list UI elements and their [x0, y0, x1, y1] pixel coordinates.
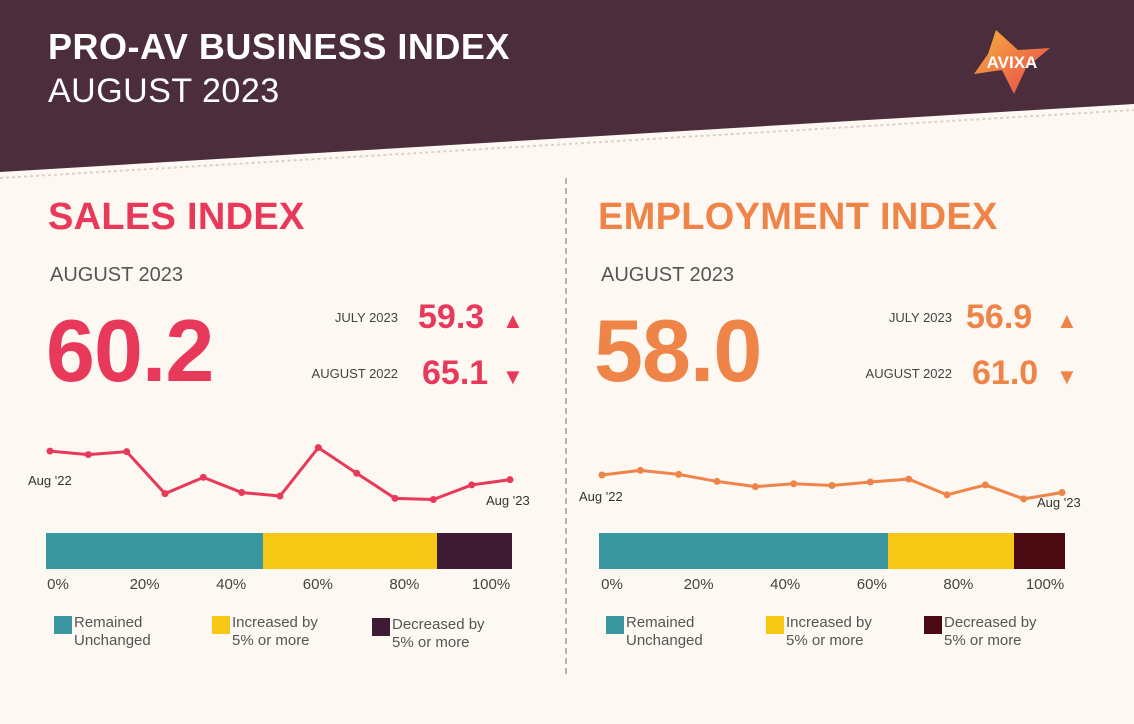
axis-tick-label: 80% — [943, 576, 974, 593]
sales-value: 60.2 — [46, 301, 214, 400]
employment-cmp1-label: JULY 2023 — [888, 310, 952, 325]
sales-cmp1-value: 59.3 — [418, 298, 485, 336]
legend-label: Remained Unchanged — [74, 614, 151, 649]
sales-title: SALES INDEX — [48, 196, 305, 238]
legend-swatch — [766, 616, 784, 634]
down-arrow-icon: ▼ — [1056, 364, 1078, 389]
sparkline-point — [429, 496, 437, 503]
sparkline-point — [636, 466, 644, 474]
axis-tick-label: 0% — [47, 576, 69, 593]
sparkline-point — [238, 489, 246, 496]
legend-increased: Increased by 5% or more — [766, 614, 896, 650]
employment-spark-end-label: Aug '23 — [1037, 495, 1081, 510]
sparkline-point — [713, 477, 721, 485]
sparkline-point — [46, 447, 54, 455]
employment-period: AUGUST 2023 — [601, 264, 735, 286]
sparkline-point — [506, 476, 514, 484]
axis-tick-label: 40% — [770, 576, 801, 593]
employment-title: EMPLOYMENT INDEX — [598, 196, 998, 238]
down-arrow-icon: ▼ — [502, 364, 524, 389]
employment-spark-start-label: Aug '22 — [579, 489, 623, 504]
up-arrow-icon: ▲ — [502, 308, 524, 333]
sales-distribution-bar — [46, 533, 512, 569]
legend-swatch — [54, 616, 72, 634]
legend-decreased: Decreased by 5% or more — [372, 616, 502, 652]
panel-divider — [565, 178, 567, 674]
sparkline-point — [828, 482, 836, 489]
legend-label: Decreased by 5% or more — [392, 616, 485, 651]
sales-cmp2-label: AUGUST 2022 — [311, 366, 398, 381]
axis-tick-label: 80% — [389, 576, 420, 593]
axis-tick-label: 20% — [683, 576, 714, 593]
page-subtitle: AUGUST 2023 — [48, 72, 280, 110]
sparkline-point — [905, 475, 913, 483]
sales-panel: SALES INDEX AUGUST 2023 60.2 JULY 2023 5… — [0, 0, 560, 724]
employment-sparkline — [598, 466, 1066, 503]
bar-segment — [437, 533, 512, 569]
sparkline-point — [751, 483, 759, 491]
sales-period: AUGUST 2023 — [50, 264, 184, 286]
sparkline-point — [314, 444, 322, 452]
sparkline-path — [49, 445, 511, 502]
employment-distribution-bar — [599, 533, 1065, 569]
sparkline-point — [199, 473, 207, 481]
legend-unchanged: Remained Unchanged — [54, 614, 184, 650]
sparkline-point — [1058, 489, 1066, 496]
bar-segment — [599, 533, 888, 569]
legend-swatch — [924, 616, 942, 634]
header-band — [0, 0, 1134, 179]
legend-label: Decreased by 5% or more — [944, 614, 1037, 649]
legend-unchanged: Remained Unchanged — [606, 614, 736, 650]
sparkline-point — [866, 478, 874, 486]
sales-spark-end-label: Aug '23 — [486, 493, 530, 508]
employment-cmp2-label: AUGUST 2022 — [865, 366, 952, 381]
legend-swatch — [372, 618, 390, 636]
avixa-logo: AVIXA — [974, 30, 1050, 94]
legend-swatch — [212, 616, 230, 634]
sales-axis-ticks: 0% 20% 40% 60% 80% 100% — [47, 576, 510, 596]
employment-axis-ticks: 0% 20% 40% 60% 80% 100% — [601, 576, 1064, 596]
bar-segment — [46, 533, 263, 569]
axis-tick-label: 60% — [856, 576, 887, 593]
axis-tick-label: 100% — [471, 576, 511, 593]
legend-label: Increased by 5% or more — [786, 614, 872, 649]
bar-segment — [887, 533, 1014, 569]
sparkline-point — [276, 492, 284, 500]
sales-cmp1-label: JULY 2023 — [334, 310, 398, 325]
logo-text: AVIXA — [987, 53, 1038, 72]
sparkline-point — [84, 451, 92, 459]
sparkline-point — [353, 469, 361, 477]
sales-cmp2-value: 65.1 — [422, 354, 489, 392]
sparkline-point — [598, 471, 606, 479]
employment-panel: EMPLOYMENT INDEX AUGUST 2023 58.0 JULY 2… — [552, 0, 1112, 724]
axis-tick-label: 20% — [129, 576, 160, 593]
page-title: PRO-AV BUSINESS INDEX — [48, 26, 510, 67]
employment-cmp1-value: 56.9 — [966, 298, 1033, 336]
legend-label: Increased by 5% or more — [232, 614, 318, 649]
axis-tick-label: 0% — [601, 576, 623, 593]
up-arrow-icon: ▲ — [1056, 308, 1078, 333]
sparkline-point — [468, 481, 476, 489]
sparkline-point — [981, 481, 989, 489]
employment-cmp2-value: 61.0 — [972, 354, 1039, 392]
sparkline-point — [1020, 495, 1028, 503]
employment-value: 58.0 — [594, 301, 762, 400]
legend-decreased: Decreased by 5% or more — [924, 614, 1054, 650]
axis-tick-label: 40% — [216, 576, 247, 593]
sparkline-point — [123, 448, 131, 456]
sales-sparkline — [46, 444, 514, 503]
legend-label: Remained Unchanged — [626, 614, 703, 649]
bar-segment — [1013, 533, 1065, 569]
axis-tick-label: 100% — [1025, 576, 1065, 593]
axis-tick-label: 60% — [302, 576, 333, 593]
legend-swatch — [606, 616, 624, 634]
sparkline-point — [675, 470, 683, 478]
sales-spark-start-label: Aug '22 — [28, 473, 72, 488]
sparkline-point — [391, 494, 399, 502]
bar-segment — [262, 533, 438, 569]
legend-increased: Increased by 5% or more — [212, 614, 342, 650]
sparkline-point — [943, 491, 951, 499]
sparkline-point — [790, 480, 798, 488]
sparkline-point — [161, 490, 169, 498]
